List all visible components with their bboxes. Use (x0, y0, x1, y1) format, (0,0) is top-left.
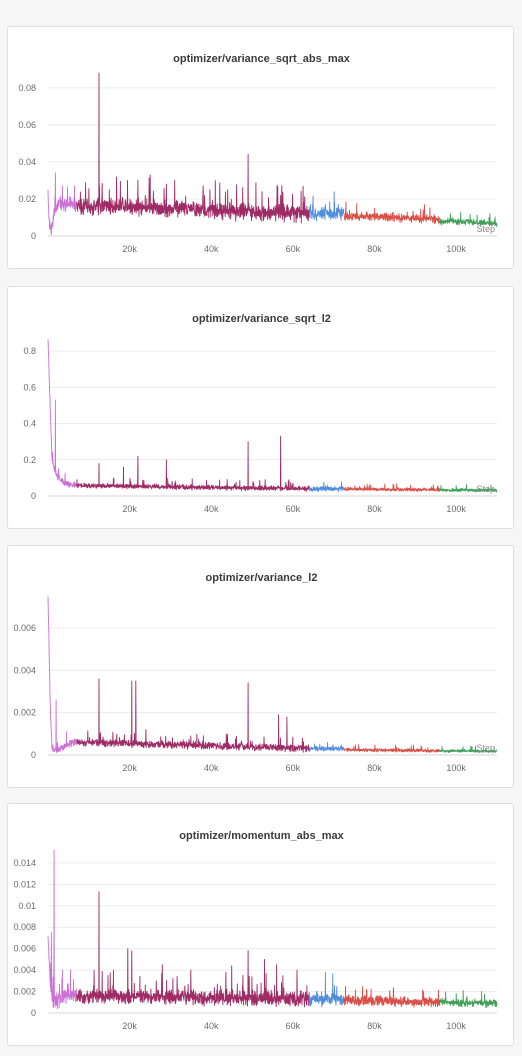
y-tick-label: 0.8 (23, 346, 36, 356)
series-line (439, 990, 498, 1008)
chart-variance-sqrt-abs-max: optimizer/variance_sqrt_abs_max 0 0.02 0.04… (18, 53, 498, 254)
x-tick-label: 100k (446, 763, 466, 773)
x-tick-label: 20k (122, 244, 137, 254)
x-tick-label: 60k (286, 763, 301, 773)
series-line (343, 483, 441, 492)
series-line (309, 481, 345, 493)
y-tick-label: 0.06 (18, 120, 36, 130)
series-line (308, 741, 345, 752)
y-tick-label: 0.01 (18, 901, 36, 911)
y-tick-label: 0.2 (23, 455, 36, 465)
y-tick-label: 0 (31, 231, 36, 241)
series-line (47, 172, 77, 236)
series-line (308, 971, 345, 1008)
x-tick-label: 40k (204, 504, 219, 514)
series-line (343, 986, 441, 1008)
x-tick-label: 40k (204, 244, 219, 254)
y-tick-label: 0.002 (13, 987, 36, 997)
series-line (439, 745, 498, 753)
y-tick-label: 0.014 (13, 858, 36, 868)
series-line (439, 212, 498, 227)
x-tick-label: 60k (286, 244, 301, 254)
chart-title: optimizer/variance_sqrt_l2 (192, 313, 331, 325)
x-tick-label: 40k (204, 1021, 219, 1031)
chart-title: optimizer/variance_sqrt_abs_max (173, 53, 351, 65)
y-tick-label: 0.04 (18, 157, 36, 167)
y-tick-label: 0.02 (18, 194, 36, 204)
y-tick-label: 0 (31, 1008, 36, 1018)
x-tick-label: 20k (122, 504, 137, 514)
series-line (439, 484, 498, 493)
y-tick-label: 0.006 (13, 623, 36, 633)
x-tick-label: 80k (367, 244, 382, 254)
y-tick-label: 0.002 (13, 708, 36, 718)
x-tick-label: 60k (286, 504, 301, 514)
chart-panel-variance-sqrt-l2[interactable]: optimizer/variance_sqrt_l2 0 0.2 0.4 0.6 0.8 2… (7, 286, 514, 529)
series-line (76, 891, 310, 1008)
series-line (76, 435, 310, 492)
chart-panel-momentum-abs-max[interactable]: optimizer/momentum_abs_max 0 0.002 0.004 0.0… (7, 803, 514, 1046)
x-tick-label: 80k (367, 763, 382, 773)
y-tick-label: 0 (31, 491, 36, 501)
x-axis-label: Step (476, 743, 495, 753)
x-tick-label: 100k (446, 244, 466, 254)
y-tick-label: 0.6 (23, 382, 36, 392)
x-tick-label: 20k (122, 763, 137, 773)
y-tick-label: 0.004 (13, 665, 36, 675)
chart-variance-l2: optimizer/variance_l2 0 0.002 0.004 0.006 20k… (13, 572, 498, 773)
x-tick-label: 60k (286, 1021, 301, 1031)
chart-variance-sqrt-l2: optimizer/variance_sqrt_l2 0 0.2 0.4 0.6 0.8 2… (23, 313, 498, 514)
x-tick-label: 80k (367, 504, 382, 514)
y-tick-label: 0.4 (23, 419, 36, 429)
x-tick-label: 40k (204, 763, 219, 773)
series-line (47, 849, 77, 1010)
series-line (343, 201, 441, 225)
y-tick-label: 0.006 (13, 944, 36, 954)
chart-panel-variance-sqrt-abs-max[interactable]: optimizer/variance_sqrt_abs_max 0 0.02 0.04… (7, 26, 514, 269)
chart-title: optimizer/momentum_abs_max (179, 830, 344, 842)
y-tick-label: 0.012 (13, 879, 36, 889)
y-tick-label: 0.008 (13, 922, 36, 932)
chart-momentum-abs-max: optimizer/momentum_abs_max 0 0.002 0.004 0.0… (13, 830, 498, 1031)
series-line (343, 744, 441, 753)
y-tick-label: 0 (31, 750, 36, 760)
x-tick-label: 80k (367, 1021, 382, 1031)
chart-panel-variance-l2[interactable]: optimizer/variance_l2 0 0.002 0.004 0.006 20k… (7, 545, 514, 788)
x-tick-label: 100k (446, 504, 466, 514)
series-line (308, 191, 345, 222)
x-axis-label: Step (476, 224, 495, 234)
x-tick-label: 100k (446, 1021, 466, 1031)
series-line (76, 72, 310, 224)
y-tick-label: 0.004 (13, 965, 36, 975)
series-line (47, 596, 77, 753)
y-tick-label: 0.08 (18, 83, 36, 93)
x-tick-label: 20k (122, 1021, 137, 1031)
chart-title: optimizer/variance_l2 (206, 572, 318, 584)
x-axis-label: Step (476, 484, 495, 494)
series-line (76, 678, 310, 753)
series-line (47, 339, 77, 488)
